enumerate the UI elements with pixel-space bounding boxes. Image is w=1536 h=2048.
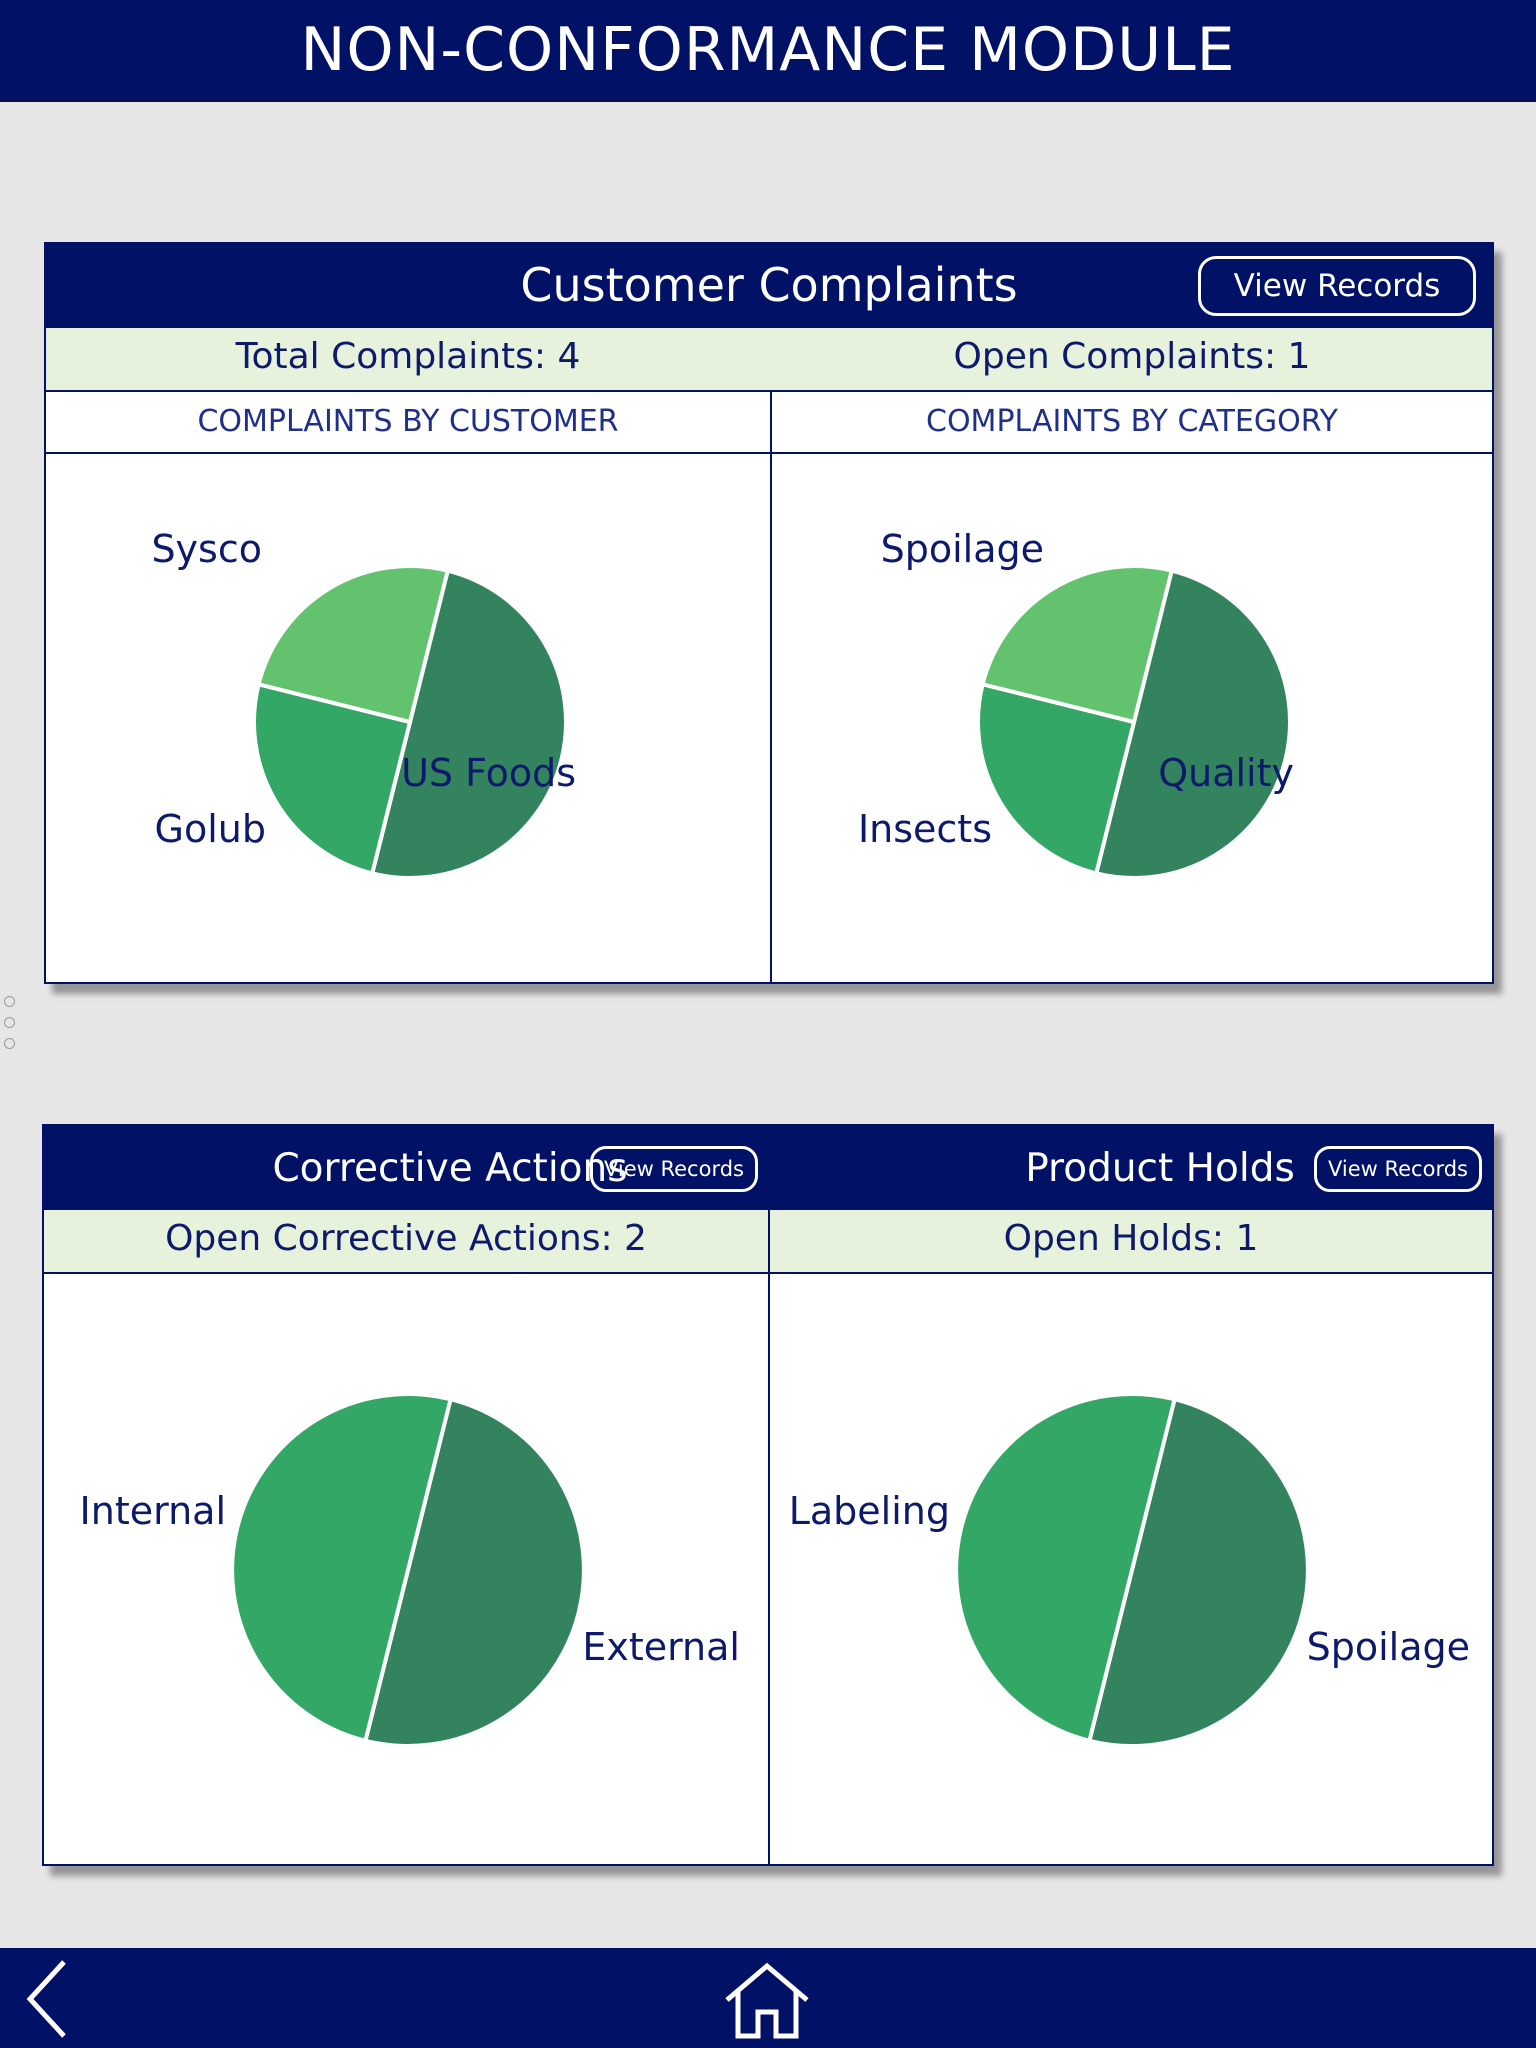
pie-label-labeling: Labeling [789, 1489, 950, 1533]
pie-label-spoilage: Spoilage [881, 527, 1044, 571]
pie-label-golub: Golub [155, 807, 266, 851]
page-dot[interactable] [4, 1038, 15, 1049]
pie-label-external: External [582, 1625, 740, 1669]
customer-complaints-title: Customer Complaints [520, 258, 1018, 312]
product-holds-chart: Spoilage Labeling [789, 1392, 1470, 1748]
actions-holds-column-divider [768, 1210, 770, 1864]
pie-label-sysco: Sysco [151, 527, 262, 571]
customer-complaints-header: Customer Complaints View Records [46, 244, 1492, 328]
complaints-stats-bar: Total Complaints: 4 Open Complaints: 1 [46, 328, 1492, 392]
page-dot[interactable] [4, 1017, 15, 1028]
pie-label-us-foods: US Foods [401, 751, 576, 795]
open-complaints: Open Complaints: 1 [953, 336, 1311, 377]
pie-slice-us-foods[interactable] [369, 568, 568, 880]
corrective-actions-title: Corrective Actions [272, 1146, 628, 1191]
pie-slice-insects[interactable] [976, 681, 1137, 876]
pie-label-insects: Insects [858, 807, 992, 851]
actions-holds-card: Corrective Actions View Records Product … [42, 1124, 1494, 1866]
pie-label-internal: Internal [80, 1489, 226, 1533]
pie-slice-quality[interactable] [1093, 568, 1292, 880]
page-title: NON-CONFORMANCE MODULE [0, 0, 1536, 102]
corrective-view-records-button[interactable]: View Records [590, 1146, 758, 1192]
pie-label-spoilage: Spoilage [1307, 1625, 1470, 1669]
holds-view-records-button[interactable]: View Records [1314, 1146, 1482, 1192]
pie-slice-golub[interactable] [252, 681, 413, 876]
corrective-actions-chart: External Internal [80, 1392, 740, 1748]
page-indicator [4, 996, 15, 1059]
chevron-left-icon[interactable] [20, 1954, 80, 2044]
pie-slice-external[interactable] [362, 1396, 586, 1748]
page-dot[interactable] [4, 996, 15, 1007]
complaints-column-divider [770, 390, 772, 982]
pie-slice-internal[interactable] [230, 1392, 454, 1744]
pie-slice-sysco[interactable] [256, 564, 451, 725]
actions-holds-header: Corrective Actions View Records Product … [44, 1126, 1492, 1210]
product-holds-title: Product Holds [1025, 1146, 1295, 1191]
complaints-by-category-heading: COMPLAINTS BY CATEGORY [772, 392, 1492, 454]
open-corrective-actions: Open Corrective Actions: 2 [165, 1218, 647, 1259]
complaints-by-customer-heading: COMPLAINTS BY CUSTOMER [46, 392, 770, 454]
pie-slice-spoilage[interactable] [980, 564, 1175, 725]
total-complaints: Total Complaints: 4 [235, 336, 581, 377]
pie-label-quality: Quality [1158, 751, 1294, 795]
pie-slice-spoilage[interactable] [1086, 1396, 1310, 1748]
complaints-by-customer-chart: US Foods Golub Sysco [151, 527, 576, 880]
complaints-view-records-button[interactable]: View Records [1198, 256, 1476, 316]
pie-slice-labeling[interactable] [954, 1392, 1178, 1744]
customer-complaints-card: Customer Complaints View Records Total C… [44, 242, 1494, 984]
complaints-by-category-chart: Quality Insects Spoilage [858, 527, 1294, 880]
home-icon[interactable] [722, 1960, 812, 2040]
open-holds: Open Holds: 1 [1003, 1218, 1259, 1259]
bottom-nav [0, 1948, 1536, 2048]
